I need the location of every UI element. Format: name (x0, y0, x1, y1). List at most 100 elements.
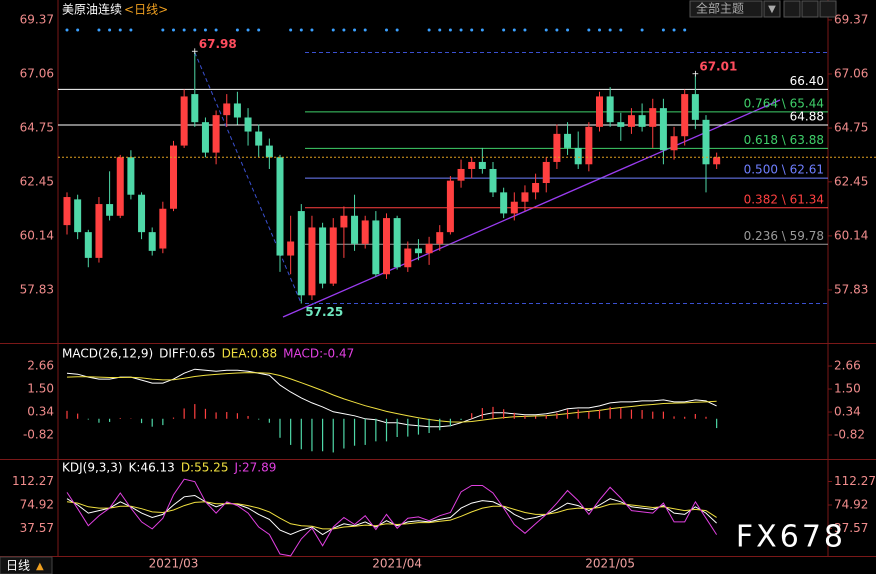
fib-label: 0.618 \ 63.88 (744, 133, 824, 147)
candle-body (564, 133, 572, 148)
signal-dot (108, 28, 112, 32)
candle-body (63, 197, 71, 226)
x-tick-label: 2021/04 (372, 557, 422, 571)
legend-entry: MACD:-0.47 (283, 347, 354, 361)
signal-dot (257, 28, 261, 32)
trend-line (282, 99, 781, 318)
theme-dropdown[interactable] (763, 0, 781, 18)
signal-dot (395, 28, 399, 32)
candle-body (265, 145, 273, 158)
candle-body (436, 232, 444, 244)
signal-dot (470, 28, 474, 32)
y-tick-label: -0.82 (834, 428, 865, 442)
candle-body (638, 115, 646, 127)
y-tick-label: 64.75 (834, 121, 868, 135)
candle-body (244, 117, 252, 132)
y-tick-label: 112.27 (834, 474, 876, 488)
icon-button[interactable] (801, 0, 819, 18)
signal-dot (438, 28, 442, 32)
signal-dot (310, 28, 314, 32)
candle-body (468, 161, 476, 169)
candle-body (351, 215, 359, 244)
frame (0, 0, 876, 557)
theme-select[interactable] (689, 0, 763, 18)
candle-body (425, 243, 433, 254)
panel (58, 51, 828, 305)
y-tick-label: 2.66 (834, 359, 861, 373)
candle-body (659, 108, 667, 151)
candle-body (702, 119, 710, 165)
signal-dot (619, 28, 623, 32)
candle-body (542, 161, 550, 184)
signal-dot (118, 28, 122, 32)
y-tick-label: 69.37 (834, 12, 868, 26)
signal-dot (65, 28, 69, 32)
legend-entry: J:27.89 (233, 461, 276, 475)
signal-dot (385, 28, 388, 32)
candle-body (500, 192, 508, 214)
y-tick-label: 62.45 (20, 174, 54, 188)
candle-body (319, 227, 327, 284)
candle-body (361, 220, 369, 244)
candle-body (489, 168, 497, 193)
candle-body (521, 192, 529, 202)
candle-body (691, 94, 699, 120)
signal-dot (608, 28, 612, 32)
signal-dot (76, 28, 80, 32)
candle-body (340, 215, 348, 228)
signal-dot (129, 28, 133, 32)
period-label: <日线> (124, 3, 168, 17)
candle-body (627, 115, 635, 127)
extreme-marker: + (191, 47, 199, 57)
panel (66, 368, 718, 453)
extreme-marker: + (692, 70, 700, 80)
candle-body (606, 96, 614, 123)
y-tick-label: 60.14 (834, 228, 868, 242)
extreme-label: 67.01 (699, 60, 737, 74)
signal-dot (512, 28, 516, 32)
signal-dot (342, 28, 346, 32)
candle-body (287, 241, 295, 256)
y-tick-label: 67.06 (20, 66, 54, 80)
signal-dot (353, 28, 357, 32)
icon-button[interactable] (783, 0, 801, 18)
candle-body (532, 183, 540, 193)
signal-dot (661, 28, 665, 32)
signal-dot (459, 28, 463, 32)
legend-entry: DIFF:0.65 (159, 347, 215, 361)
y-tick-label: 37.57 (834, 521, 868, 535)
legend-entry: K:46.13 (129, 461, 175, 475)
fib-label: 0.764 \ 65.44 (744, 96, 824, 110)
y-tick-label: 67.06 (834, 66, 868, 80)
candle-body (393, 218, 401, 268)
signal-dot (427, 28, 431, 32)
candle-body (84, 232, 92, 258)
y-tick-label: 60.14 (20, 228, 54, 242)
period-tab[interactable] (0, 556, 53, 574)
candle-body (127, 157, 135, 195)
signal-dot (235, 28, 239, 32)
extreme-label: 67.98 (199, 37, 237, 51)
signal-dot (502, 28, 506, 32)
signal-dot (566, 28, 570, 32)
signal-dot (193, 28, 197, 32)
candle-body (585, 126, 593, 165)
candle-body (233, 103, 241, 118)
signal-dot (161, 28, 165, 32)
candle-body (201, 122, 209, 153)
candle-body (510, 201, 518, 214)
y-tick-label: 2.66 (27, 359, 54, 373)
panel-title: KDJ(9,3,3) (62, 461, 123, 475)
y-tick-label: 69.37 (20, 12, 54, 26)
candle-body (116, 157, 124, 216)
candle-body (74, 199, 82, 233)
icon-button[interactable] (819, 0, 837, 18)
y-tick-label: 1.50 (834, 382, 861, 396)
candle-body (95, 204, 103, 258)
candle-body (223, 103, 231, 116)
period-tab-arrow: ▲ (36, 561, 44, 572)
candle-body (457, 168, 465, 181)
signal-dot (363, 28, 367, 32)
